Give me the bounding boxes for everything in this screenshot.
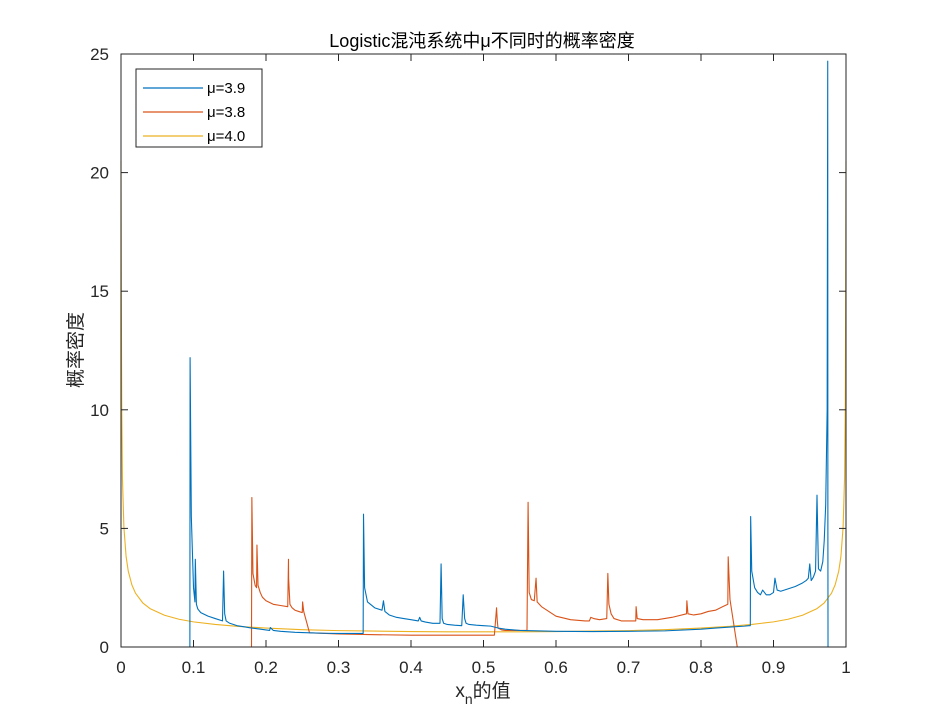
y-tick-label: 15 <box>90 282 109 301</box>
x-axis-label-main: x <box>455 681 465 702</box>
legend-label-1: μ=3.9 <box>207 80 245 97</box>
y-tick-label: 20 <box>90 164 109 183</box>
x-tick-label: 0.5 <box>472 658 496 677</box>
x-tick-label: 0.1 <box>182 658 206 677</box>
y-axis-label: 概率密度 <box>65 312 87 388</box>
legend-label-3: μ=4.0 <box>207 128 245 145</box>
x-tick-label: 0.9 <box>762 658 786 677</box>
x-tick-label: 0.6 <box>544 658 568 677</box>
legend-label-2: μ=3.8 <box>207 104 245 121</box>
y-tick-label: 0 <box>100 638 109 657</box>
y-tick-label: 10 <box>90 401 109 420</box>
legend-box <box>135 68 263 148</box>
x-tick-label: 0.7 <box>617 658 641 677</box>
x-axis-label-rest: 的值 <box>473 680 511 702</box>
y-axis: 0 5 10 15 20 25 <box>90 45 846 657</box>
legend[interactable]: μ=3.9 μ=3.8 μ=4.0 <box>135 68 263 148</box>
y-tick-label: 25 <box>90 45 109 64</box>
series-line-1 <box>121 60 846 648</box>
y-tick-label: 5 <box>100 519 109 538</box>
plot-area <box>121 54 846 647</box>
x-tick-label: 0 <box>116 658 125 677</box>
x-axis-label-subscript: n <box>465 691 473 707</box>
x-axis: 0 0.1 0.2 0.3 0.4 0.5 0.6 0.7 0.8 0.9 1 <box>116 54 851 677</box>
x-tick-label: 1 <box>841 658 850 677</box>
x-tick-label: 0.3 <box>327 658 351 677</box>
x-tick-label: 0.4 <box>399 658 423 677</box>
x-tick-label: 0.2 <box>254 658 278 677</box>
chart-title: Logistic混沌系统中μ不同时的概率密度 <box>329 31 634 51</box>
series-line-3 <box>120 160 847 633</box>
legend-items: μ=3.9 μ=3.8 μ=4.0 <box>143 80 245 145</box>
x-axis-label: xn的值 <box>455 680 510 707</box>
x-tick-label: 0.8 <box>689 658 713 677</box>
